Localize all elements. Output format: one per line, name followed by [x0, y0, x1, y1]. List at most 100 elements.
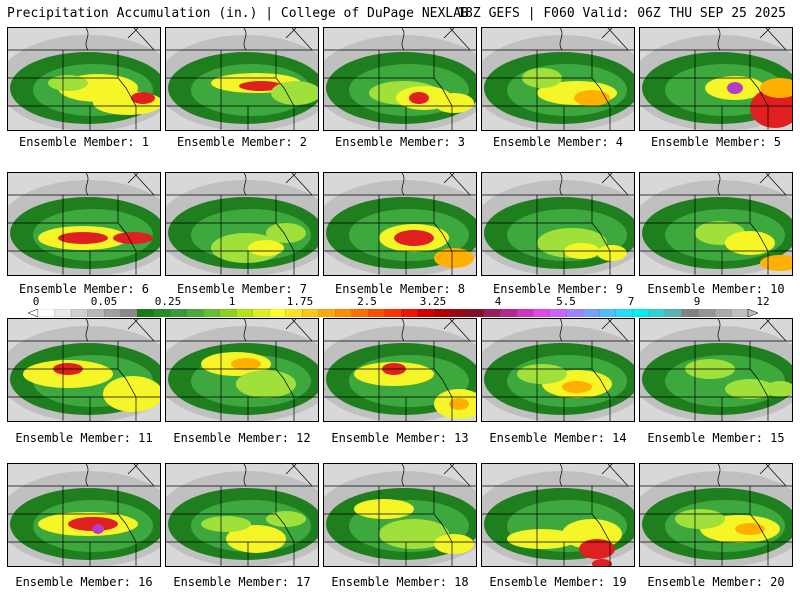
- colorbar-segment: [219, 309, 237, 317]
- colorbar-segment: [103, 309, 121, 317]
- colorbar-segment: [384, 309, 402, 317]
- ensemble-panel-10: [639, 172, 793, 276]
- colorbar-segment: [54, 309, 72, 317]
- ensemble-member-label: Ensemble Member: 15: [647, 431, 785, 445]
- precip-map: [640, 28, 792, 130]
- colorbar-segment: [401, 309, 419, 317]
- ensemble-panel-4: [481, 27, 635, 131]
- ensemble-member-label: Ensemble Member: 8: [334, 282, 466, 296]
- ensemble-member-label: Ensemble Member: 2: [176, 135, 308, 149]
- ensemble-panel-19: [481, 463, 635, 567]
- ensemble-panel-14: [481, 318, 635, 422]
- colorbar-tick-label: 0.25: [154, 295, 182, 308]
- colorbar-segment: [87, 309, 105, 317]
- colorbar-arrow-left: [28, 309, 39, 317]
- colorbar-segment: [582, 309, 600, 317]
- precip-map: [166, 319, 318, 421]
- colorbar-segment: [285, 309, 303, 317]
- colorbar-tick-label: 2.5: [357, 295, 377, 308]
- ensemble-panel-5: [639, 27, 793, 131]
- precip-map: [640, 319, 792, 421]
- ensemble-member-label: Ensemble Member: 20: [647, 575, 785, 589]
- colorbar-segment: [681, 309, 699, 317]
- precip-map: [482, 319, 634, 421]
- colorbar-tick-label: 9: [693, 295, 701, 308]
- colorbar-tick-label: 12: [756, 295, 770, 308]
- ensemble-panel-7: [165, 172, 319, 276]
- colorbar-tick-label: 4: [494, 295, 502, 308]
- colorbar-segment: [335, 309, 353, 317]
- precip-map: [324, 319, 476, 421]
- ensemble-panel-6: [7, 172, 161, 276]
- colorbar-segment: [450, 309, 468, 317]
- chart-title: Precipitation Accumulation (in.) | Colle…: [7, 6, 469, 21]
- colorbar-segment: [186, 309, 204, 317]
- colorbar-segment: [318, 309, 336, 317]
- colorbar-segment: [566, 309, 584, 317]
- colorbar-segment: [665, 309, 683, 317]
- ensemble-panel-16: [7, 463, 161, 567]
- colorbar-segment: [136, 309, 154, 317]
- colorbar-segment: [236, 309, 254, 317]
- ensemble-member-label: Ensemble Member: 13: [331, 431, 469, 445]
- ensemble-panel-2: [165, 27, 319, 131]
- precip-map: [640, 464, 792, 566]
- ensemble-member-label: Ensemble Member: 11: [15, 431, 153, 445]
- ensemble-panel-3: [323, 27, 477, 131]
- ensemble-member-label: Ensemble Member: 1: [18, 135, 150, 149]
- precip-map: [482, 173, 634, 275]
- ensemble-member-label: Ensemble Member: 16: [15, 575, 153, 589]
- precip-map: [324, 464, 476, 566]
- precip-map: [8, 319, 160, 421]
- colorbar-segment: [516, 309, 534, 317]
- colorbar-segment: [368, 309, 386, 317]
- colorbar-segment: [37, 309, 55, 317]
- ensemble-panel-20: [639, 463, 793, 567]
- ensemble-member-label: Ensemble Member: 3: [334, 135, 466, 149]
- colorbar-segment: [417, 309, 435, 317]
- precip-map: [166, 173, 318, 275]
- colorbar-segment: [698, 309, 716, 317]
- colorbar-segment: [731, 309, 749, 317]
- colorbar-tick-label: 1: [228, 295, 236, 308]
- ensemble-member-label: Ensemble Member: 5: [650, 135, 782, 149]
- ensemble-member-label: Ensemble Member: 7: [176, 282, 308, 296]
- ensemble-member-label: Ensemble Member: 12: [173, 431, 311, 445]
- colorbar-tick-label: 7: [627, 295, 635, 308]
- ensemble-panel-9: [481, 172, 635, 276]
- colorbar-segment: [153, 309, 171, 317]
- colorbar-segment: [70, 309, 88, 317]
- colorbar-segment: [549, 309, 567, 317]
- ensemble-panel-13: [323, 318, 477, 422]
- precip-map: [324, 28, 476, 130]
- colorbar-segment: [434, 309, 452, 317]
- ensemble-member-label: Ensemble Member: 17: [173, 575, 311, 589]
- precip-map: [8, 173, 160, 275]
- ensemble-panel-12: [165, 318, 319, 422]
- colorbar-tick-label: 3.25: [419, 295, 447, 308]
- ensemble-member-label: Ensemble Member: 19: [489, 575, 627, 589]
- ensemble-panel-1: [7, 27, 161, 131]
- precip-map: [166, 28, 318, 130]
- colorbar-segment: [648, 309, 666, 317]
- ensemble-member-label: Ensemble Member: 6: [18, 282, 150, 296]
- ensemble-panel-15: [639, 318, 793, 422]
- ensemble-member-label: Ensemble Member: 10: [647, 282, 785, 296]
- ensemble-panel-17: [165, 463, 319, 567]
- colorbar-segment: [533, 309, 551, 317]
- precip-map: [324, 173, 476, 275]
- colorbar-segment: [599, 309, 617, 317]
- model-run-info: 18Z GEFS | F060 Valid: 06Z THU SEP 25 20…: [457, 6, 786, 21]
- colorbar-segment: [467, 309, 485, 317]
- ensemble-panel-11: [7, 318, 161, 422]
- colorbar-segment: [203, 309, 221, 317]
- colorbar: [28, 309, 758, 317]
- ensemble-member-label: Ensemble Member: 18: [331, 575, 469, 589]
- ensemble-member-label: Ensemble Member: 9: [492, 282, 624, 296]
- colorbar-tick-label: 0.05: [90, 295, 118, 308]
- colorbar-segment: [169, 309, 188, 317]
- colorbar-arrow-right: [747, 309, 758, 317]
- ensemble-panel-8: [323, 172, 477, 276]
- ensemble-panel-18: [323, 463, 477, 567]
- colorbar-segment: [714, 309, 732, 317]
